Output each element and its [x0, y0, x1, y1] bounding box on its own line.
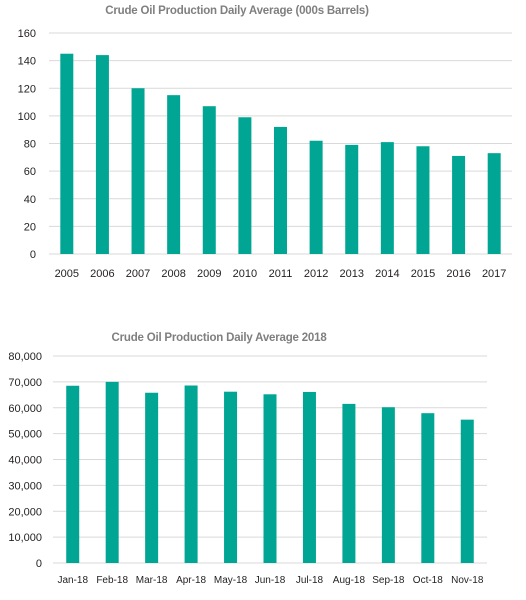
y-tick-label: 60,000: [8, 403, 42, 415]
y-tick-label: 70,000: [8, 377, 42, 389]
x-tick-label: Jul-18: [296, 575, 324, 586]
bar: [381, 407, 395, 563]
y-tick-label: 60: [24, 166, 36, 178]
x-tick-label: 2007: [126, 268, 150, 280]
chart-title: Crude Oil Production Daily Average 2018: [111, 332, 327, 344]
x-tick-label: Sep-18: [372, 575, 405, 586]
y-tick-label: 0: [30, 249, 36, 261]
x-tick-label: 2014: [375, 268, 399, 280]
x-tick-label: Oct-18: [413, 575, 443, 586]
x-tick-label: 2012: [304, 268, 328, 280]
bar: [452, 155, 466, 254]
bar: [202, 106, 216, 254]
y-tick-label: 80,000: [8, 351, 42, 363]
y-tick-label: 20: [24, 221, 36, 233]
x-tick-label: 2013: [339, 268, 363, 280]
chart-plot-annual: 0 20 40 60 80 100 120 140 160 2005 2006 2007 2008 200…: [18, 28, 512, 280]
x-tick-label: Jan-18: [57, 575, 88, 586]
bar: [224, 391, 238, 563]
y-tick-label: 10,000: [8, 532, 42, 544]
y-tick-label: 100: [18, 111, 36, 123]
bar: [263, 394, 277, 563]
y-tick-label: 120: [18, 83, 36, 95]
bar: [145, 392, 159, 563]
bar: [95, 55, 109, 254]
x-tick-label: 2008: [161, 268, 185, 280]
x-tick-label: Mar-18: [136, 575, 168, 586]
bar: [66, 385, 80, 563]
bar: [131, 88, 145, 254]
bar: [416, 146, 430, 254]
bar: [105, 381, 119, 563]
bar: [238, 117, 252, 254]
x-tick-label: Aug-18: [333, 575, 366, 586]
y-tick-label: 30,000: [8, 480, 42, 492]
x-tick-label: 2006: [90, 268, 114, 280]
x-tick-label: Jun-18: [255, 575, 286, 586]
bar: [421, 413, 435, 563]
x-tick-label: Feb-18: [96, 575, 128, 586]
bar: [309, 140, 323, 254]
chart-title: Crude Oil Production Daily Average (000s…: [105, 5, 369, 17]
x-tick-label: Nov-18: [451, 575, 484, 586]
y-tick-label: 140: [18, 56, 36, 68]
x-tick-label: 2015: [411, 268, 435, 280]
bar: [380, 142, 394, 254]
x-tick-label: 2010: [233, 268, 257, 280]
x-tick-label: 2016: [446, 268, 470, 280]
bar: [184, 385, 198, 563]
chart-annual-production: Crude Oil Production Daily Average (000s…: [0, 0, 526, 290]
y-tick-label: 0: [36, 558, 42, 570]
x-tick-label: May-18: [214, 575, 248, 586]
x-tick-label: 2011: [269, 268, 293, 280]
y-tick-label: 80: [24, 139, 36, 151]
x-tick-label: 2017: [482, 268, 506, 280]
x-tick-label: 2005: [55, 268, 79, 280]
bar: [345, 144, 359, 254]
y-tick-label: 160: [18, 28, 36, 40]
y-tick-label: 40,000: [8, 455, 42, 467]
bar: [460, 419, 474, 563]
bar: [302, 391, 316, 563]
chart-plot-monthly: 0 10,000 20,000 30,000 40,000 50,000 60,000 70,…: [8, 351, 487, 586]
bar: [487, 153, 501, 254]
bar: [274, 126, 287, 254]
y-tick-label: 50,000: [8, 429, 42, 441]
x-tick-label: 2009: [197, 268, 221, 280]
y-tick-label: 20,000: [8, 506, 42, 518]
x-tick-label: Apr-18: [176, 575, 206, 586]
chart-monthly-production-2018: Crude Oil Production Daily Average 2018 …: [0, 318, 526, 600]
y-tick-label: 40: [24, 194, 36, 206]
bar: [342, 403, 356, 563]
bar: [60, 53, 74, 254]
bar: [167, 95, 181, 254]
